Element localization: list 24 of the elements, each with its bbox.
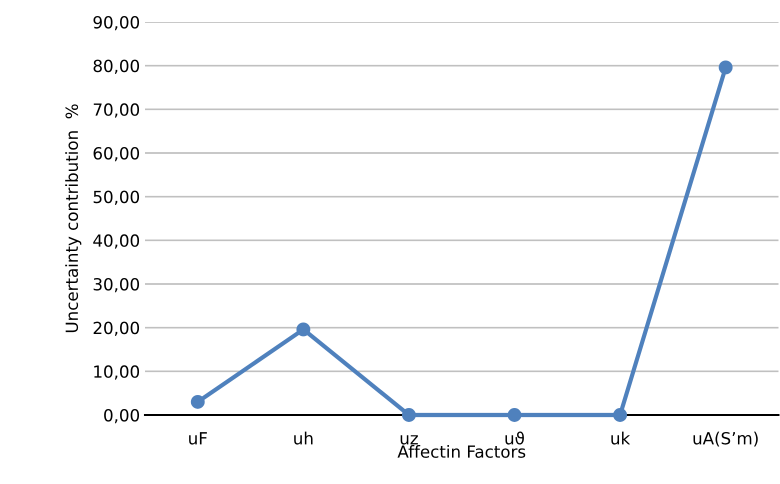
y-tick-label: 0,00: [104, 408, 140, 424]
point: [718, 60, 733, 74]
y-tick-label: 60,00: [94, 146, 140, 162]
point: [613, 408, 628, 422]
y-tick-label: 20,00: [94, 322, 140, 336]
y-tick-label: 40,00: [93, 234, 140, 249]
y-axis-title: Uncertainty contribution %: [65, 104, 82, 332]
y-tick-label: 30,00: [94, 278, 140, 292]
x-tick-label: uA(S’m): [694, 432, 758, 447]
point: [402, 408, 416, 422]
point: [190, 394, 205, 409]
point: [296, 322, 310, 336]
x-tick-label: uz: [400, 434, 418, 445]
x-tick-label: uϑ: [505, 432, 524, 445]
y-tick-label: 70,00: [94, 103, 140, 118]
x-tick-label: uk: [611, 432, 630, 445]
y-tick-label: 90,00: [93, 16, 140, 30]
x-tick-label: uF: [189, 432, 207, 445]
point: [508, 408, 522, 422]
x-tick-label: uh: [294, 432, 313, 445]
y-tick-label: 10,00: [94, 365, 140, 380]
y-tick-label: 80,00: [94, 60, 140, 74]
x-axis-title: Affectin Factors: [398, 445, 526, 458]
y-tick-label: 50,00: [94, 190, 140, 205]
